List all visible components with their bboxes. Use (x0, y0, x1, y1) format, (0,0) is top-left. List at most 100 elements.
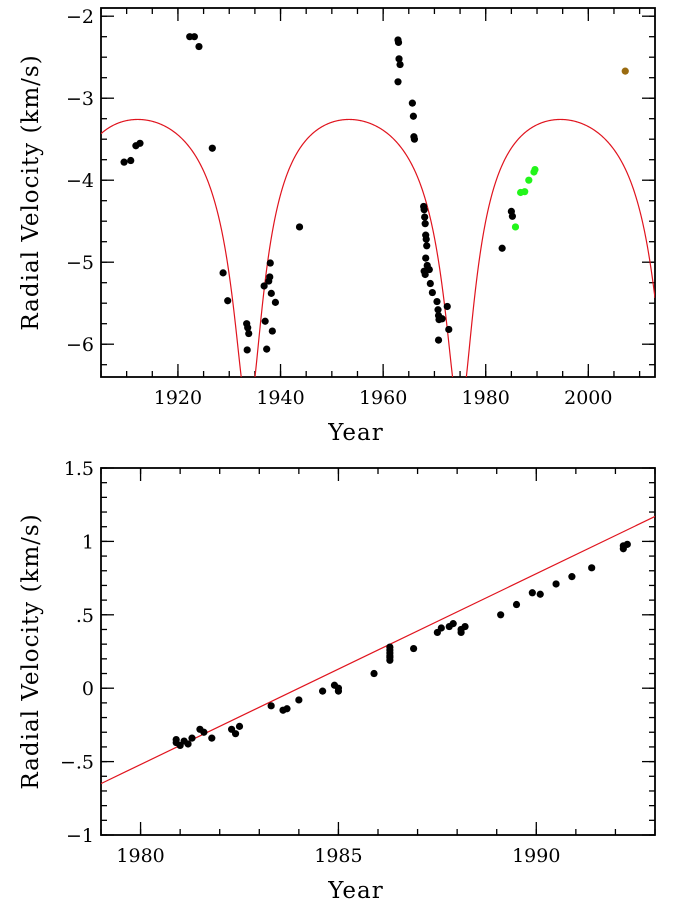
data-point (410, 644, 418, 653)
data-point (188, 734, 196, 742)
data-point (208, 734, 216, 742)
data-point (445, 325, 453, 334)
y-tick-label: −.5 (60, 752, 94, 774)
y-axis-title: Radial Velocity (km/s) (18, 54, 44, 330)
data-point (266, 259, 274, 267)
data-point (426, 279, 434, 288)
data-point (433, 297, 441, 306)
y-tick-label: 1 (82, 531, 94, 553)
data-point (396, 60, 404, 69)
y-tick-label: −1 (66, 825, 94, 847)
x-tick-label: 1990 (512, 845, 560, 867)
data-point (266, 273, 274, 281)
y-tick-label: −4 (66, 170, 94, 192)
data-point (319, 687, 327, 695)
data-point (421, 220, 429, 228)
data-point (525, 176, 533, 184)
data-point (394, 78, 402, 86)
x-tick-label: 1985 (314, 845, 362, 867)
data-point (438, 315, 446, 323)
data-point (428, 288, 436, 297)
data-point (244, 324, 252, 332)
data-point (410, 135, 419, 143)
data-point (434, 336, 443, 344)
x-axis-title: Year (327, 878, 384, 904)
y-axis-title: Radial Velocity (km/s) (18, 513, 44, 789)
data-point (386, 643, 394, 651)
x-tick-label: 1940 (256, 387, 304, 409)
plot-frame (100, 467, 656, 836)
data-point (497, 611, 505, 619)
data-point (423, 242, 431, 250)
data-point (421, 270, 429, 279)
data-point (295, 696, 303, 704)
data-point (370, 669, 378, 678)
data-point (260, 282, 268, 290)
data-point (235, 722, 244, 730)
data-point (437, 624, 445, 632)
data-point (536, 590, 544, 598)
data-point (224, 297, 232, 305)
data-point (395, 55, 403, 63)
top-panel-chart: 1920 1940 1960 1980 2000 −2 −3 −4 −5 −6 Year Radial… (18, 6, 656, 446)
data-point (425, 265, 433, 274)
data-point (443, 302, 451, 311)
data-point (267, 289, 275, 297)
data-point (261, 317, 269, 325)
data-point (508, 212, 516, 220)
data-point (511, 223, 520, 231)
x-tick-label: 1960 (359, 387, 407, 409)
y-tick-label: −6 (66, 334, 94, 356)
data-point (621, 67, 629, 75)
data-point (263, 345, 271, 353)
data-point (422, 235, 430, 243)
data-point (120, 158, 128, 166)
x-axis-title: Year (327, 420, 384, 446)
y-tick-label: .5 (76, 605, 94, 627)
data-point (528, 589, 536, 597)
data-point (271, 298, 280, 306)
data-point (231, 730, 240, 738)
data-point (531, 165, 539, 174)
data-point (434, 306, 442, 314)
y-tick-label: −2 (66, 6, 94, 28)
data-point (420, 206, 428, 214)
data-point (334, 684, 343, 692)
x-tick-label: 1980 (462, 387, 510, 409)
y-tick-label: 1.5 (64, 458, 94, 480)
data-point (386, 652, 394, 660)
data-point (623, 540, 631, 548)
data-point (421, 213, 429, 221)
data-point (394, 38, 403, 47)
data-point (136, 139, 144, 147)
data-point (568, 573, 576, 581)
data-point (422, 254, 430, 262)
data-point (267, 702, 275, 710)
data-point (195, 42, 203, 51)
data-point (243, 346, 251, 354)
x-tick-label: 2000 (564, 387, 612, 409)
y-tick-label: −5 (66, 252, 94, 274)
data-point (552, 580, 560, 588)
data-point (184, 740, 192, 748)
data-point (190, 33, 198, 41)
y-tick-label: 0 (82, 678, 94, 700)
plot-frame (100, 7, 656, 378)
data-point (588, 564, 596, 572)
data-point (295, 223, 304, 231)
data-point (245, 329, 253, 338)
data-point (127, 156, 135, 165)
data-point (268, 327, 276, 335)
data-point (408, 99, 416, 107)
x-tick-label: 1920 (154, 387, 202, 409)
x-tick-label: 1980 (116, 845, 164, 867)
data-point (461, 622, 469, 631)
y-tick-label: −3 (66, 88, 94, 110)
data-point (219, 269, 227, 277)
data-point (512, 600, 521, 609)
data-point (449, 620, 457, 628)
model-curve (101, 118, 655, 377)
data-point (283, 705, 291, 713)
data-point (200, 728, 208, 736)
